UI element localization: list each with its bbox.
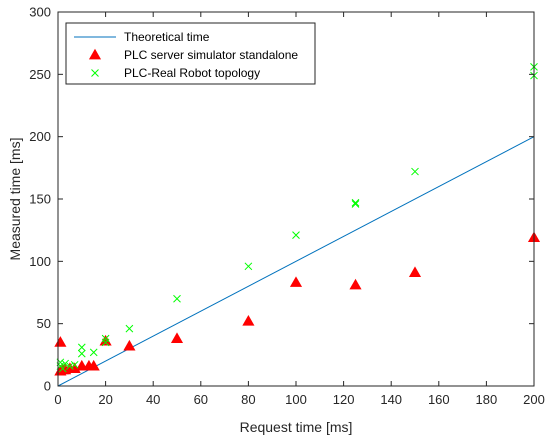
legend-triangle-swatch <box>88 48 102 60</box>
y-tick-label: 200 <box>29 129 51 144</box>
y-tick-label: 250 <box>29 67 51 82</box>
x-tick-label: 160 <box>428 392 450 407</box>
real-robot-topology-point <box>351 200 360 208</box>
simulator-standalone-point <box>75 359 88 371</box>
simulator-standalone-point <box>349 278 362 290</box>
real-robot-topology-point <box>66 362 74 370</box>
real-robot-topology-point <box>101 334 110 343</box>
x-tick-label: 180 <box>476 392 498 407</box>
real-robot-topology-point <box>101 338 110 347</box>
legend-entry-label: PLC server simulator standalone <box>124 48 298 62</box>
y-tick-label: 0 <box>44 379 51 394</box>
theoretical-time-line <box>57 136 535 387</box>
x-tick-label: 100 <box>285 392 307 407</box>
simulator-standalone-point <box>170 332 184 344</box>
y-tick-label: 300 <box>29 5 51 20</box>
real-robot-topology-point <box>125 324 134 333</box>
y-tick-label: 50 <box>37 316 51 331</box>
legend-x-swatch <box>91 69 99 77</box>
simulator-standalone-point <box>242 314 255 326</box>
real-robot-topology-point <box>77 349 86 358</box>
x-tick-label: 80 <box>241 392 255 407</box>
y-axis-label: Measured time [ms] <box>7 138 23 261</box>
y-tick-label: 100 <box>29 254 51 269</box>
real-robot-topology-point <box>77 343 86 352</box>
real-robot-topology-point <box>173 294 181 303</box>
axis-ticks: 0 20 40 60 80 100 120 140 160 180 200 0 50 100 150 200 2… <box>29 5 545 408</box>
real-robot-topology-point <box>89 348 98 357</box>
x-tick-label: 60 <box>194 392 208 407</box>
legend: Theoretical time PLC server simulator sta… <box>65 22 316 85</box>
real-robot-topology-point <box>61 359 69 368</box>
simulator-standalone-point <box>289 276 303 287</box>
real-robot-topology-point <box>351 198 360 207</box>
simulator-standalone-point <box>123 339 136 351</box>
real-robot-topology-point <box>58 364 67 373</box>
real-robot-topology-point <box>70 360 79 369</box>
real-robot-topology-point <box>411 167 419 176</box>
x-tick-label: 0 <box>54 392 61 407</box>
real-robot-topology-point <box>292 231 300 240</box>
simulator-standalone-point <box>408 266 422 277</box>
x-tick-label: 140 <box>380 392 402 407</box>
x-tick-label: 200 <box>523 392 545 407</box>
legend-entry-label: Theoretical time <box>124 30 210 44</box>
legend-entry-label: PLC-Real Robot topology <box>124 66 260 80</box>
y-tick-label: 150 <box>29 192 51 207</box>
x-axis-label: Request time [ms] <box>240 419 353 435</box>
x-tick-label: 120 <box>333 392 355 407</box>
legend-box <box>65 22 316 85</box>
x-tick-label: 40 <box>146 392 160 407</box>
x-tick-label: 20 <box>98 392 112 407</box>
real-robot-topology-point <box>244 262 253 271</box>
simulator-standalone-point <box>87 359 100 371</box>
